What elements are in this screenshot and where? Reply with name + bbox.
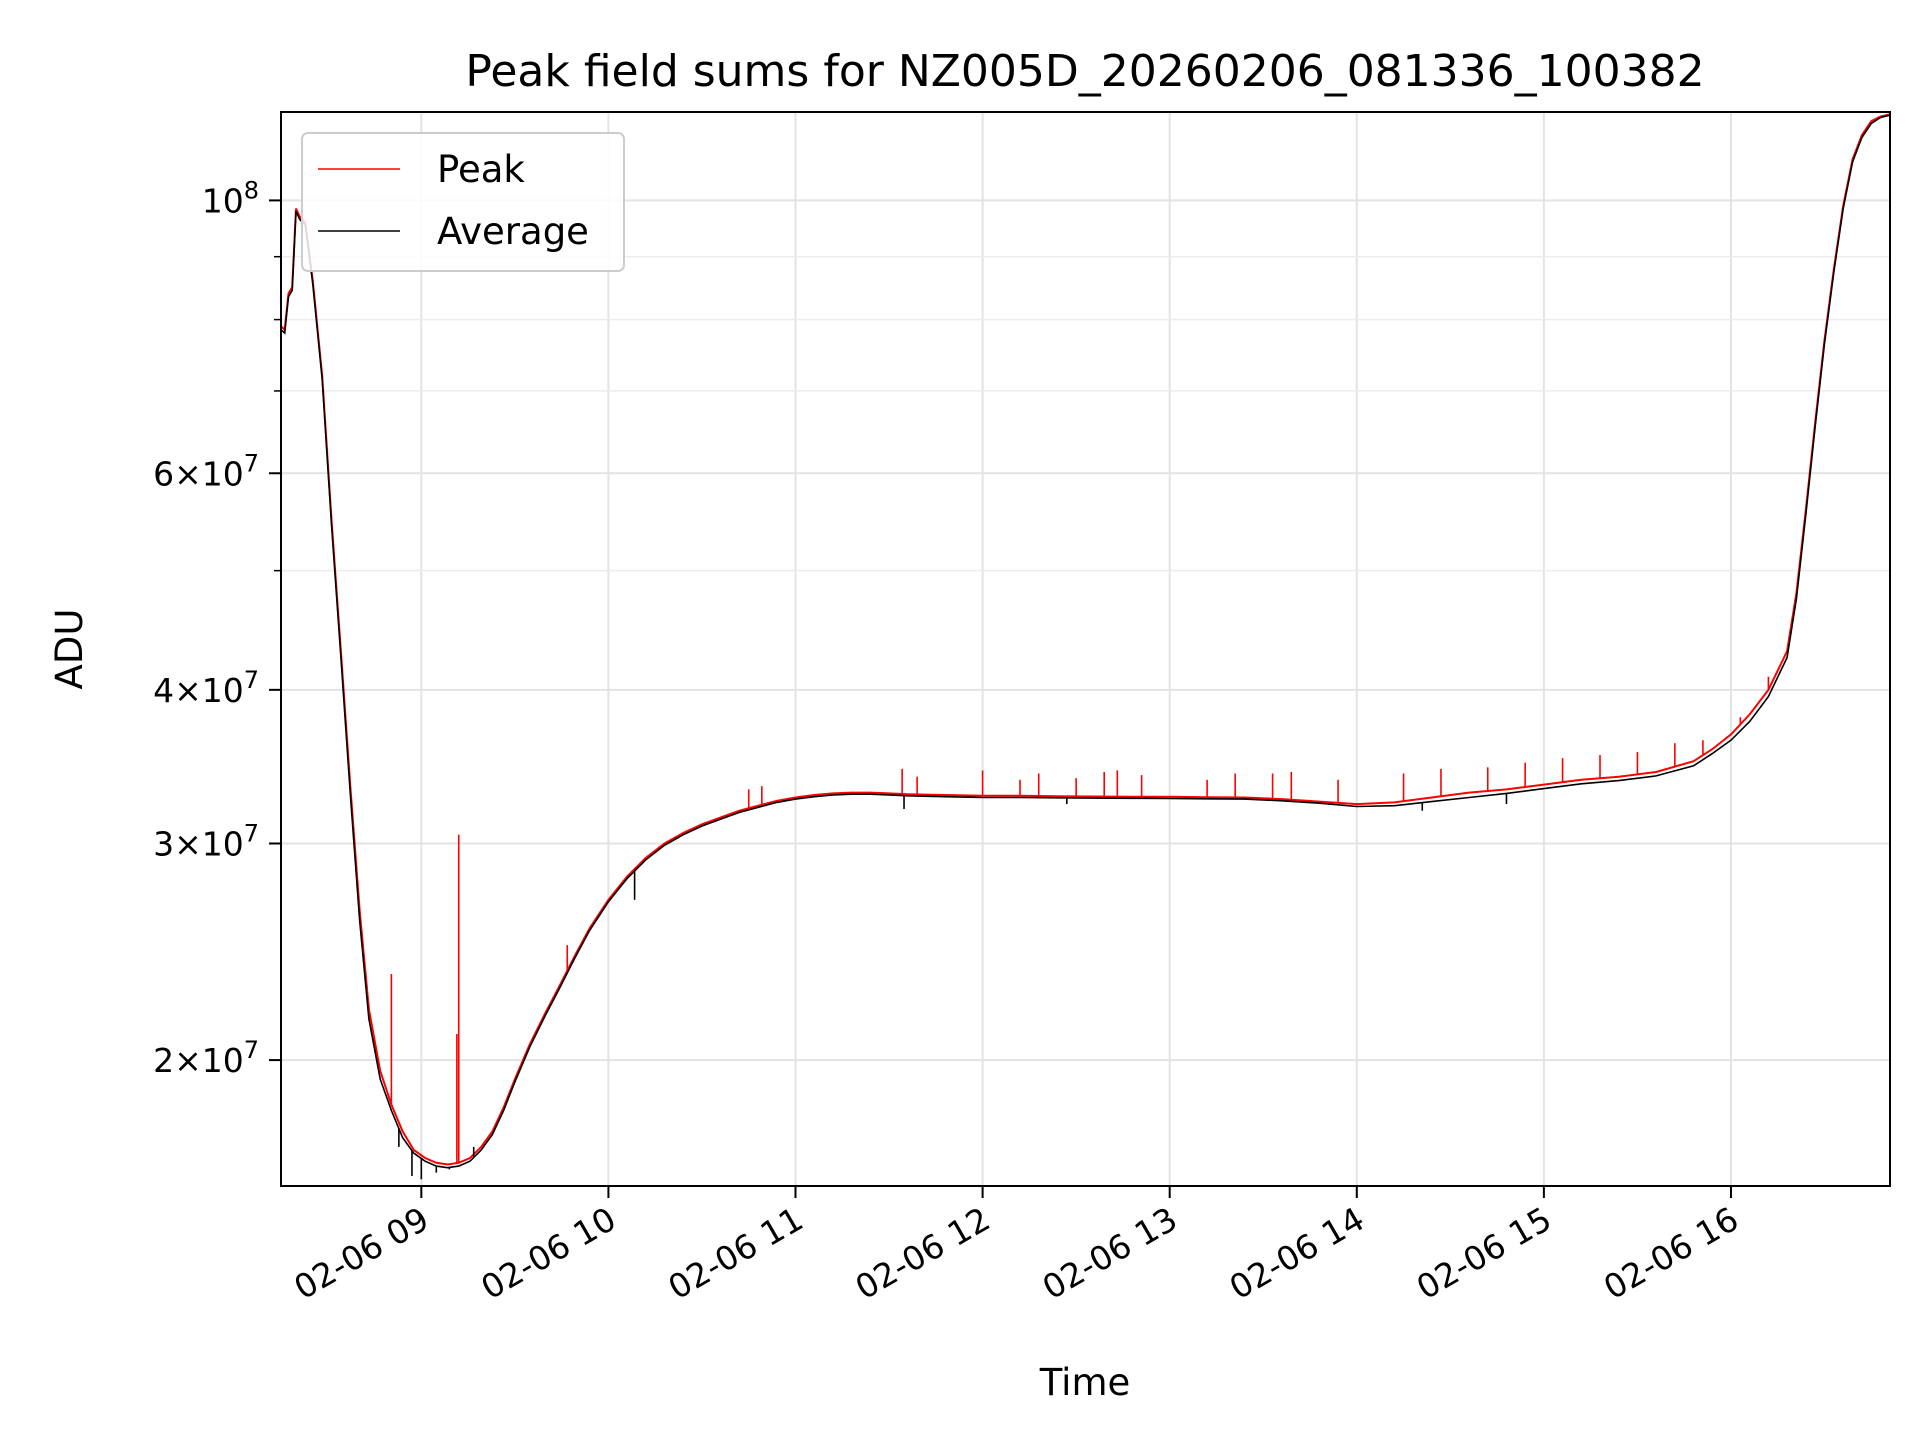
y-axis: 108 6×107 4×107 3×107 2×107 xyxy=(153,176,281,1080)
series-line-average xyxy=(281,114,1890,1169)
legend-label-average: Average xyxy=(437,210,589,253)
legend-label-peak: Peak xyxy=(437,148,525,191)
y-tick-label: 2×107 xyxy=(153,1036,259,1080)
legend-box xyxy=(301,132,625,272)
y-tick-label: 3×107 xyxy=(153,820,259,864)
y-tick-label: 6×107 xyxy=(153,449,259,493)
series-line-peak xyxy=(281,113,1890,1166)
x-axis-label: Time xyxy=(1039,1361,1131,1404)
series-layer xyxy=(281,113,1890,1180)
y-tick-label: 108 xyxy=(202,176,259,220)
series-group xyxy=(281,113,1890,1180)
plot-frame xyxy=(280,111,1891,1187)
y-tick-label: 4×107 xyxy=(153,666,259,710)
y-axis-label: ADU xyxy=(48,609,91,690)
legend: Peak Average xyxy=(301,132,625,272)
chart-title: Peak field sums for NZ005D_20260206_0813… xyxy=(465,46,1704,97)
